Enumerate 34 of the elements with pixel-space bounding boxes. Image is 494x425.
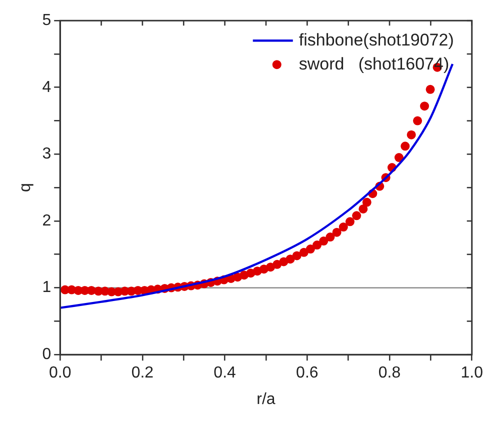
point	[299, 248, 308, 257]
point	[420, 102, 430, 111]
point	[426, 84, 435, 94]
y-tick-label: 2	[42, 212, 52, 230]
point	[332, 228, 342, 237]
point	[400, 142, 410, 151]
point	[406, 130, 416, 140]
legend-label: fishbone(shot19072)	[298, 30, 454, 50]
x-tick-label: 0.6	[296, 364, 318, 382]
y-tick-label: 5	[42, 12, 52, 30]
point	[292, 251, 302, 260]
point	[413, 116, 422, 126]
y-tick-label: 3	[42, 146, 52, 163]
y-tick-label: 0	[42, 346, 52, 364]
point	[358, 204, 368, 214]
x-axis-title: r/a	[256, 390, 276, 408]
point	[326, 232, 335, 242]
point	[345, 217, 354, 226]
point	[319, 236, 328, 246]
x-tick-label: 0.2	[131, 364, 154, 382]
point	[352, 211, 362, 220]
x-tick-label: 0.4	[214, 364, 236, 382]
point	[306, 244, 315, 254]
y-tick-label: 1	[42, 279, 52, 296]
point	[362, 198, 372, 207]
point	[394, 153, 404, 162]
point	[338, 222, 348, 232]
y-tick-label: 4	[42, 78, 52, 96]
x-tick-label: 0.0	[48, 364, 72, 382]
x-tick-label: 1.0	[460, 364, 484, 382]
point	[312, 240, 322, 250]
legend-label: sword (shot16074)	[298, 54, 450, 74]
y-axis-title: q	[17, 183, 34, 192]
x-tick-label: 0.8	[378, 364, 401, 382]
